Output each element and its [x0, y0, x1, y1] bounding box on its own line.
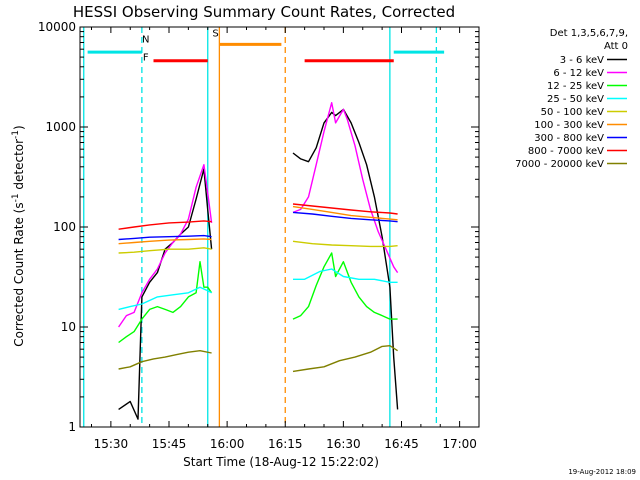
y-tick-label-2: 100: [53, 220, 76, 234]
series-line-6-seg-1: [292, 211, 398, 223]
series-line-3-seg-1: [293, 268, 398, 283]
x-tick-label-0: 15:30: [94, 437, 129, 451]
x-tick-label-4: 16:30: [326, 437, 361, 451]
chart-title: HESSI Observing Summary Count Rates, Cor…: [73, 3, 455, 21]
legend-label-7: 800 - 7000 keV: [528, 146, 604, 157]
y-tick-label-1: 10: [61, 320, 76, 334]
legend-label-3: 25 - 50 keV: [547, 94, 604, 105]
series-line-8-seg-1: [292, 345, 398, 373]
x-tick-label-6: 17:00: [442, 437, 477, 451]
flag-label-s: S: [212, 29, 218, 40]
series-line-1-seg-0: [118, 163, 213, 328]
legend-label-4: 50 - 100 keV: [541, 107, 605, 118]
y-axis-label: Corrected Count Rate (s-1 detector-1): [11, 125, 26, 346]
series-line-0-seg-1: [292, 108, 399, 410]
x-tick-label-5: 16:45: [384, 437, 419, 451]
legend-header-detectors: Det 1,3,5,6,7,9,: [550, 28, 628, 39]
footer-timestamp: 19-Aug-2012 18:09: [568, 468, 636, 476]
x-tick-label-3: 16:15: [268, 437, 303, 451]
series-line-5-seg-1: [292, 205, 398, 221]
legend-label-1: 6 - 12 keV: [553, 68, 604, 79]
series-line-2-seg-0: [118, 261, 213, 344]
series-line-8-seg-0: [118, 350, 212, 370]
x-tick-label-1: 15:45: [152, 437, 187, 451]
x-tick-label-2: 16:00: [210, 437, 245, 451]
series-line-6-seg-0: [118, 234, 212, 241]
y-axis-label-sup2: -1: [11, 130, 21, 139]
legend-label-6: 300 - 800 keV: [534, 133, 604, 144]
series-line-7-seg-0: [118, 220, 212, 230]
y-tick-label-3: 1000: [45, 120, 76, 134]
x-axis-label: Start Time (18-Aug-12 15:22:02): [183, 455, 379, 469]
legend-label-0: 3 - 6 keV: [560, 55, 604, 66]
legend-label-2: 12 - 25 keV: [547, 81, 604, 92]
series-line-2-seg-1: [292, 252, 398, 320]
legend-label-8: 7000 - 20000 keV: [515, 159, 604, 170]
series-line-4-seg-0: [118, 247, 212, 254]
series-line-4-seg-1: [292, 240, 398, 248]
legend-header-attenuator: Att 0: [604, 41, 628, 52]
y-axis-label-sup1: -1: [11, 193, 21, 202]
plot-area: NF S: [83, 27, 445, 427]
y-tick-label-4: 10000: [38, 20, 76, 34]
series-line-0-seg-0: [118, 168, 213, 420]
flag-label-f: F: [143, 53, 149, 64]
flag-label-n: N: [142, 34, 149, 45]
y-axis-label-mid: detector: [12, 139, 26, 194]
legend-label-5: 100 - 300 keV: [534, 120, 604, 131]
legend: Det 1,3,5,6,7,9, Att 0 3 - 6 keV 6 - 12 k…: [515, 28, 628, 170]
series-line-7-seg-1: [292, 203, 398, 215]
series-line-3-seg-0: [118, 286, 212, 311]
y-tick-label-0: 1: [68, 420, 76, 434]
y-axis-label-end: ): [12, 125, 26, 130]
y-axis-label-main: Corrected Count Rate (s: [12, 202, 26, 346]
axes: 15:30 15:45 16:00 16:15 16:30 16:45 17:00 1 10 10…: [38, 20, 480, 451]
series-line-1-seg-1: [292, 101, 399, 273]
series-line-5-seg-0: [118, 238, 212, 245]
